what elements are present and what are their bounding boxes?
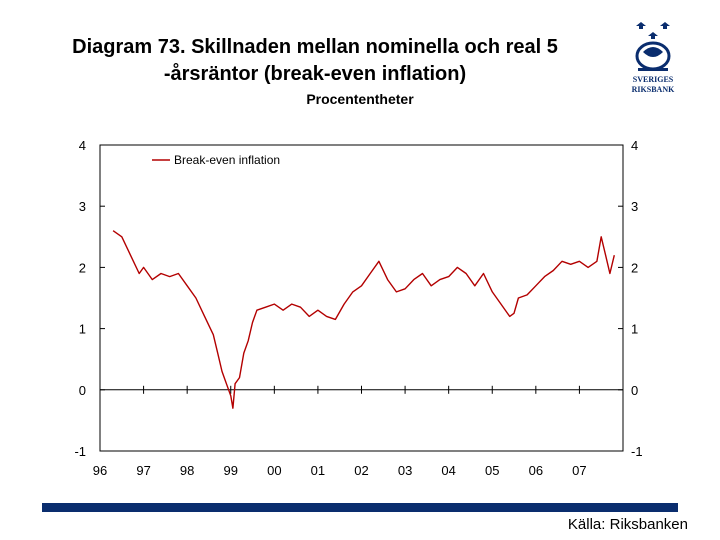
x-tick-label: 00 xyxy=(267,463,281,478)
footer-bar xyxy=(42,503,678,512)
chart-title-line-2: -årsräntor (break-even inflation) xyxy=(163,63,467,85)
plot-area xyxy=(99,144,624,452)
x-tick-label: 07 xyxy=(572,463,586,478)
y-tick-label-right: 2 xyxy=(631,260,638,275)
legend-label: Break-even inflation xyxy=(174,153,280,167)
y-tick-label-right: 1 xyxy=(631,322,638,337)
y-tick-label-left: 4 xyxy=(79,138,86,153)
y-axis: 4 4 3 3 2 2 1 1 0 0 -1 -1 xyxy=(74,138,642,459)
x-tick-label: 06 xyxy=(529,463,543,478)
y-tick-label-right: 0 xyxy=(631,383,638,398)
x-tick-label: 03 xyxy=(398,463,412,478)
x-tick-label: 99 xyxy=(224,463,238,478)
y-tick-label-left: 3 xyxy=(79,199,86,214)
y-tick-label-right: 3 xyxy=(631,199,638,214)
x-tick-label: 96 xyxy=(93,463,107,478)
chart-title-line-1: Diagram 73. Skillnaden mellan nominella … xyxy=(72,36,558,58)
y-tick-label-left: 2 xyxy=(79,260,86,275)
chart-subtitle: Procententheter xyxy=(306,91,414,107)
logo-text-line-1: SVERIGES xyxy=(633,75,674,84)
y-tick-label-right: -1 xyxy=(631,444,643,459)
chart: 96 97 98 99 00 01 02 03 04 05 06 07 4 43 32 21 10 0-1 -1 … xyxy=(74,138,642,478)
sveriges-riksbank-logo: SVERIGES RIKSBANK xyxy=(632,22,675,94)
y-tick-label-left: -1 xyxy=(74,444,86,459)
x-axis: 96 97 98 99 00 01 02 03 04 05 06 07 xyxy=(93,385,587,478)
x-tick-label: 98 xyxy=(180,463,194,478)
chart-title: Diagram 73. Skillnaden mellan nominella … xyxy=(20,34,610,88)
x-tick-label: 04 xyxy=(441,463,455,478)
y-tick-label-right: 4 xyxy=(631,138,638,153)
x-tick-label: 02 xyxy=(354,463,368,478)
x-tick-label: 01 xyxy=(311,463,325,478)
y-tick-label-left: 1 xyxy=(79,322,86,337)
x-tick-label: 05 xyxy=(485,463,499,478)
x-tick-label: 97 xyxy=(136,463,150,478)
y-tick-label-left: 0 xyxy=(79,383,86,398)
legend: Break-even inflation xyxy=(152,153,280,167)
logo-text-line-2: RIKSBANK xyxy=(632,85,675,94)
series-line-break-even-inflation xyxy=(112,230,615,409)
source-note: Källa: Riksbanken xyxy=(567,516,688,533)
